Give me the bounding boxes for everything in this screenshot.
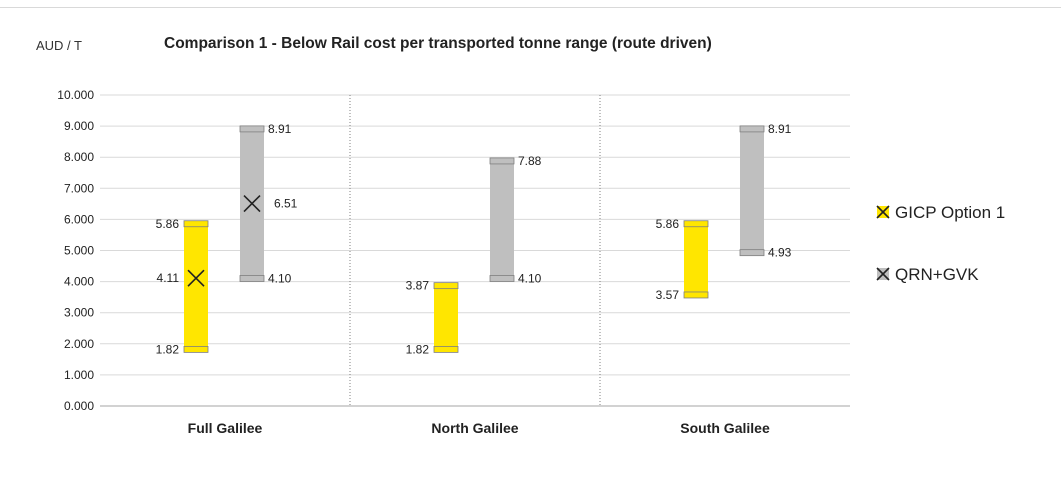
legend-marker-icon — [876, 205, 890, 219]
y-tick-label: 5.000 — [64, 244, 94, 258]
midpoint-marker-icon — [243, 194, 261, 213]
range-cap-high — [683, 220, 709, 228]
y-tick-label: 8.000 — [64, 150, 94, 164]
range-bar-qrn — [490, 160, 514, 279]
top-divider — [0, 7, 1061, 8]
y-tick-label: 6.000 — [64, 212, 94, 226]
range-cap-high — [239, 125, 265, 133]
y-tick-label: 2.000 — [64, 337, 94, 351]
y-tick-label: 7.000 — [64, 181, 94, 195]
data-label-mid: 4.11 — [157, 271, 180, 285]
range-bar-gicp — [434, 285, 458, 350]
y-tick-label: 9.000 — [64, 119, 94, 133]
data-label-mid: 6.51 — [274, 197, 298, 211]
data-label-low: 4.10 — [518, 271, 542, 285]
data-label-high: 5.86 — [156, 217, 180, 231]
data-label-high: 5.86 — [656, 217, 680, 231]
y-tick-label: 1.000 — [64, 368, 94, 382]
range-bar-gicp — [184, 223, 208, 350]
data-label-low: 3.57 — [656, 288, 680, 302]
y-unit-label: AUD / T — [36, 38, 82, 53]
range-cap-low — [739, 249, 765, 257]
range-cap-low — [239, 275, 265, 282]
y-tick-label: 0.000 — [64, 399, 94, 413]
data-label-low: 4.93 — [768, 246, 792, 260]
range-cap-low — [489, 275, 515, 282]
data-label-high: 7.88 — [518, 154, 542, 168]
x-category-label: North Galilee — [431, 420, 518, 436]
y-tick-label: 10.000 — [57, 88, 94, 102]
data-label-low: 4.10 — [268, 271, 292, 285]
range-cap-high — [433, 282, 459, 290]
range-cap-high — [183, 220, 209, 228]
range-cap-high — [739, 125, 765, 133]
data-label-high: 3.87 — [406, 279, 430, 293]
legend-label: GICP Option 1 — [895, 203, 1005, 222]
y-tick-label: 3.000 — [64, 306, 94, 320]
legend-label: QRN+GVK — [895, 265, 979, 284]
y-tick-label: 4.000 — [64, 275, 94, 289]
range-cap-low — [433, 345, 459, 353]
range-cap-high — [489, 157, 515, 165]
data-label-low: 1.82 — [156, 342, 180, 356]
x-category-label: Full Galilee — [188, 420, 263, 436]
data-label-high: 8.91 — [268, 122, 292, 136]
range-bar-gicp — [684, 223, 708, 295]
chart-title: Comparison 1 - Below Rail cost per trans… — [164, 35, 712, 52]
range-cap-low — [183, 345, 209, 353]
data-label-high: 8.91 — [768, 122, 792, 136]
range-bar-qrn — [740, 128, 764, 253]
x-category-label: South Galilee — [680, 420, 770, 436]
midpoint-marker-icon — [187, 269, 205, 287]
range-cap-low — [683, 291, 709, 299]
data-label-low: 1.82 — [406, 342, 430, 356]
legend-marker-icon — [876, 267, 890, 281]
